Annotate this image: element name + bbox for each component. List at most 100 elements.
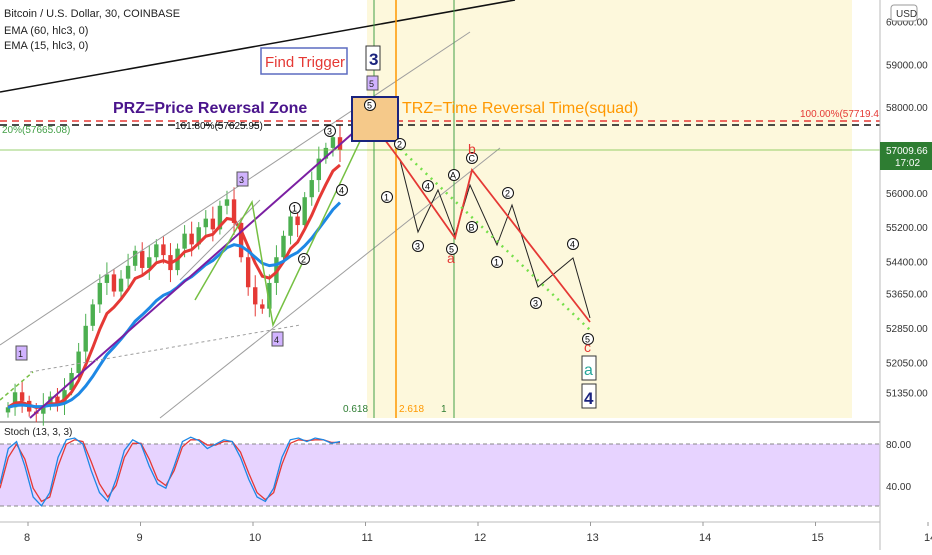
prz-box[interactable] xyxy=(351,96,399,142)
zone-background xyxy=(367,0,852,418)
x-tick-label: 8 xyxy=(24,532,30,544)
circle-label: 3 xyxy=(533,299,538,309)
fib-label-2618: 2.618 xyxy=(399,404,424,415)
circle-label: 4 xyxy=(570,240,575,250)
candle-body xyxy=(12,392,18,408)
price-axis[interactable] xyxy=(880,0,932,550)
circle-label: 5 xyxy=(585,335,590,345)
candle-body xyxy=(330,137,336,148)
candle-body xyxy=(132,250,138,266)
candle-body xyxy=(245,257,251,288)
x-tick-label: 15 xyxy=(812,532,824,544)
circle-label: 1 xyxy=(292,204,297,214)
level-161-label: 161.80%(57625.95) xyxy=(175,121,263,132)
small-box-1-label: 1 xyxy=(18,349,23,359)
candle-body xyxy=(55,396,60,403)
channel-top[interactable] xyxy=(0,31,471,346)
level-20-label: 20%(57665.08) xyxy=(2,125,70,136)
projection-paths xyxy=(369,119,591,331)
x-tick-label: 13 xyxy=(587,532,599,544)
connector-dashed xyxy=(29,324,301,373)
candle-body xyxy=(182,233,187,249)
trz-label: TRZ=Time Reversal Time(squad) xyxy=(402,100,638,117)
candle-body xyxy=(210,218,216,230)
stoch-band xyxy=(0,444,880,506)
ema15-legend[interactable]: EMA (15, hlc3, 0) xyxy=(4,40,88,52)
currency-button[interactable] xyxy=(890,4,918,22)
circle-label: A xyxy=(450,171,456,181)
stoch-group xyxy=(0,436,341,507)
level-100-label: 100.00%(57719.40) xyxy=(800,109,888,120)
ema60-legend[interactable]: EMA (60, hlc3, 0) xyxy=(4,25,88,37)
small-box-1 xyxy=(15,345,28,361)
wave-a-label: a xyxy=(584,362,593,379)
prz-label: PRZ=Price Reversal Zone xyxy=(113,100,307,117)
wave-a-box xyxy=(581,355,597,381)
wave3-box xyxy=(365,45,381,71)
candle-body xyxy=(154,244,159,258)
circle-label: B xyxy=(469,223,475,233)
current-price-tag xyxy=(880,142,932,170)
countdown-text: 17:02 xyxy=(895,158,920,169)
candle-body xyxy=(224,199,230,206)
circle-label: 5 xyxy=(367,101,372,111)
symbol-title[interactable]: Bitcoin / U.S. Dollar, 30, COINBASE xyxy=(4,8,180,20)
candle-body xyxy=(41,405,46,414)
candle-body xyxy=(97,282,103,305)
wave4-label: 4 xyxy=(584,389,594,408)
circled-labels: 1 2 3 4 5 A B C 1 2 3 4 5 1 2 3 4 5 xyxy=(289,99,594,345)
y-tick-label: 59000.00 xyxy=(886,60,928,71)
circle-label: 2 xyxy=(397,140,402,150)
y-tick-label: 51350.00 xyxy=(886,388,928,399)
x-tick-label: 9 xyxy=(137,532,143,544)
small-box-5 xyxy=(366,75,379,91)
circle-label: 4 xyxy=(425,182,430,192)
candle-body xyxy=(302,197,307,226)
y-tick-label: 60000.00 xyxy=(886,17,928,28)
candle-body xyxy=(118,278,124,292)
red-abc-path xyxy=(369,119,591,323)
upper-trendline[interactable] xyxy=(0,0,516,93)
candle-body xyxy=(83,325,88,352)
channel-bottom[interactable] xyxy=(159,147,501,419)
candle-body xyxy=(238,222,244,258)
circle-label: 2 xyxy=(301,255,306,265)
small-wave-boxes: 1 3 4 5 xyxy=(15,75,379,361)
trend-lines xyxy=(0,0,516,419)
green-dotted-projection xyxy=(369,119,591,331)
wave-line-3 xyxy=(179,199,261,281)
x-tick-label: 11 xyxy=(362,532,373,544)
candle-body xyxy=(140,250,145,268)
small-box-3-label: 3 xyxy=(239,175,244,185)
circle-label: 3 xyxy=(327,127,332,137)
candle-body xyxy=(231,199,237,223)
stoch-legend[interactable]: Stoch (13, 3, 3) xyxy=(4,427,72,438)
current-price-text: 57009.66 xyxy=(886,146,928,157)
small-box-4-label: 4 xyxy=(274,335,279,345)
candle-body xyxy=(217,205,223,230)
candle-body xyxy=(62,390,67,403)
candle-body xyxy=(288,216,293,236)
y-ticks: 60000.00 59000.00 58000.00 56000.00 55200.00… xyxy=(886,17,928,399)
letter-a: a xyxy=(447,250,455,266)
small-box-5-label: 5 xyxy=(369,79,374,89)
x-tick-label: 14 xyxy=(699,532,711,544)
letter-c: c xyxy=(584,339,591,355)
small-box-4 xyxy=(271,331,284,347)
wave4-box xyxy=(581,383,597,409)
stoch-tick-80: 80.00 xyxy=(886,440,911,451)
stoch-k-line[interactable] xyxy=(0,436,341,507)
candle-body xyxy=(19,392,25,401)
candle-body xyxy=(196,227,201,245)
candle-body xyxy=(104,274,110,283)
small-box-3 xyxy=(236,171,249,187)
prz-trendline[interactable] xyxy=(29,117,371,419)
candle-body xyxy=(253,287,258,305)
y-tick-label: 53650.00 xyxy=(886,290,928,301)
y-tick-label: 52050.00 xyxy=(886,358,928,369)
green-impulse-line xyxy=(194,119,371,328)
x-ticks: 8 9 10 11 12 13 14 15 14:0 xyxy=(24,522,932,544)
wave3-label: 3 xyxy=(369,50,378,69)
candle-body xyxy=(295,216,300,226)
